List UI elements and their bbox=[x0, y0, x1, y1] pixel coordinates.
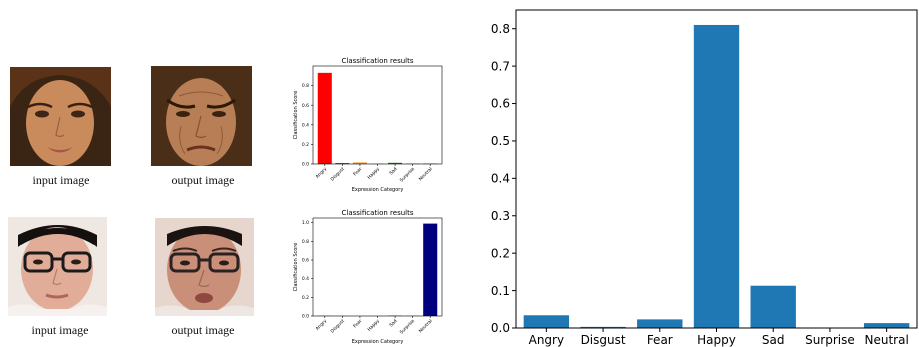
input-face-image-2 bbox=[8, 217, 107, 316]
bar-neutral bbox=[423, 223, 438, 316]
y-tick-label: 0.0 bbox=[302, 162, 309, 168]
x-tick-label: Disgust bbox=[330, 166, 346, 182]
y-tick-label: 0.5 bbox=[491, 134, 510, 148]
y-tick-label: 0.2 bbox=[491, 246, 510, 260]
x-tick-label: Fear bbox=[352, 318, 363, 329]
y-tick-label: 1.0 bbox=[302, 220, 309, 226]
input-caption-2: input image bbox=[31, 323, 89, 337]
x-tick-label: Neutral bbox=[418, 318, 434, 334]
y-tick-label: 0.7 bbox=[491, 59, 510, 73]
input-caption-1: input image bbox=[32, 173, 90, 187]
x-tick-label: Happy bbox=[366, 166, 381, 181]
bar-fear bbox=[637, 319, 683, 328]
y-tick-label: 0.0 bbox=[302, 314, 309, 320]
x-tick-label: Surprise bbox=[399, 166, 417, 184]
y-tick-label: 0.6 bbox=[491, 97, 510, 111]
bar-angry bbox=[317, 72, 332, 164]
y-tick-label: 0.8 bbox=[491, 22, 510, 36]
y-tick-label: 0.2 bbox=[302, 142, 309, 148]
x-tick-label: Surprise bbox=[399, 318, 417, 336]
x-tick-label: Surprise bbox=[805, 333, 855, 347]
main-bar-chart: 0.0 0.1 0.2 0.3 0.4 0.5 0.6 0.7 0.8 Angry Disgust F… bbox=[491, 9, 918, 347]
x-tick-label: Neutral bbox=[418, 166, 434, 182]
x-axis-label: Expression Category bbox=[352, 339, 404, 345]
x-tick-label: Angry bbox=[315, 166, 329, 180]
output-face-image-1 bbox=[151, 66, 252, 166]
chart-title: Classification results bbox=[342, 57, 414, 65]
x-tick-label: Angry bbox=[315, 318, 329, 332]
x-tick-label: Happy bbox=[366, 318, 381, 333]
y-tick-label: 0.4 bbox=[302, 122, 309, 128]
x-tick-label: Happy bbox=[697, 333, 736, 347]
x-tick-label: Angry bbox=[529, 333, 564, 347]
x-tick-label: Sad bbox=[388, 318, 398, 328]
y-tick-label: 0.2 bbox=[302, 295, 309, 301]
x-tick-label: Disgust bbox=[581, 333, 626, 347]
plot-frame bbox=[312, 217, 443, 317]
y-tick-label: 0.8 bbox=[302, 239, 309, 245]
output-caption-1: output image bbox=[171, 173, 235, 187]
input-face-image-1 bbox=[10, 67, 111, 166]
bar-disgust bbox=[335, 163, 350, 164]
y-tick-label: 0.4 bbox=[491, 172, 510, 186]
plot-frame bbox=[312, 65, 443, 165]
bar-happy bbox=[693, 24, 740, 328]
bar-fear bbox=[352, 162, 367, 164]
bar-disgust bbox=[580, 326, 626, 328]
y-tick-label: 0.1 bbox=[491, 284, 510, 298]
y-tick-label: 0.4 bbox=[302, 276, 309, 282]
output-face-image-2 bbox=[155, 218, 254, 316]
x-axis-label: Expression Category bbox=[352, 187, 404, 193]
plot-frame bbox=[515, 9, 918, 329]
y-axis-label: Classification Score bbox=[293, 243, 299, 292]
bar-angry bbox=[523, 315, 570, 328]
x-tick-label: Sad bbox=[388, 166, 398, 176]
y-tick-label: 0.8 bbox=[302, 83, 309, 89]
bar-sad bbox=[750, 285, 796, 328]
y-tick-label: 0.6 bbox=[302, 103, 309, 109]
y-axis-label: Classification Score bbox=[293, 91, 299, 140]
x-tick-label: Fear bbox=[647, 333, 673, 347]
x-tick-label: Fear bbox=[352, 166, 363, 177]
x-tick-label: Disgust bbox=[330, 318, 346, 334]
bar-neutral bbox=[863, 323, 910, 328]
chart-title: Classification results bbox=[342, 209, 414, 217]
y-tick-label: 0.0 bbox=[491, 321, 510, 335]
y-tick-label: 0.3 bbox=[491, 209, 510, 223]
x-tick-label: Neutral bbox=[864, 333, 908, 347]
x-tick-label: Sad bbox=[762, 333, 785, 347]
y-tick-label: 0.6 bbox=[302, 258, 309, 264]
bar-sad bbox=[388, 162, 403, 164]
output-caption-2: output image bbox=[171, 323, 235, 337]
mini-chart-1: Classification results 0.0 0.2 0.4 0.6 0.8 Ang… bbox=[293, 57, 443, 193]
mini-chart-2: Classification results 0.0 0.2 0.4 0.6 0.8 1.0… bbox=[293, 209, 443, 345]
